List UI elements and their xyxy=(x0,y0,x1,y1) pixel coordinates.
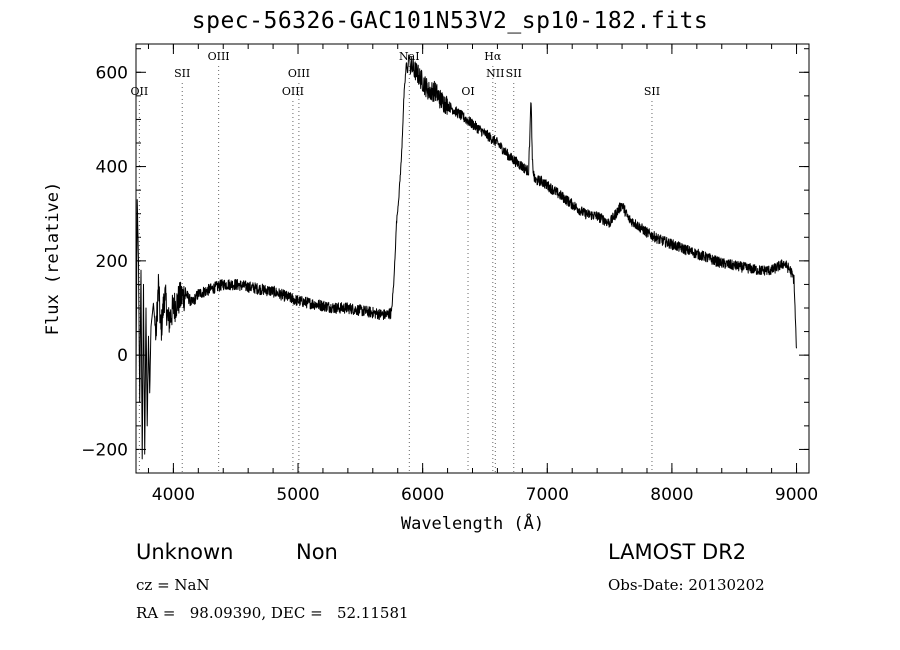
spectral-line-label: SII xyxy=(174,67,190,80)
spectral-line-label: NII xyxy=(486,67,504,80)
y-tick-label: 200 xyxy=(96,252,128,272)
y-tick-label: −200 xyxy=(81,440,128,460)
x-axis-title: Wavelength (Å) xyxy=(401,512,544,534)
y-tick-label: 400 xyxy=(96,158,128,178)
x-tick-label: 8000 xyxy=(650,485,693,505)
spectral-line-label: OIII xyxy=(288,67,310,80)
spectral-line-label: Hα xyxy=(484,50,502,63)
x-tick-label: 5000 xyxy=(276,485,319,505)
spectral-line-label: OIII xyxy=(208,50,230,63)
spectral-line-label: OI xyxy=(461,85,474,98)
survey-name: LAMOST DR2 xyxy=(608,540,747,564)
y-tick-label: 600 xyxy=(96,63,128,83)
y-axis-title: Flux (relative) xyxy=(43,182,63,336)
spectral-line-label: OII xyxy=(131,85,149,98)
spectral-line-label: OIII xyxy=(282,85,304,98)
x-tick-label: 9000 xyxy=(775,485,818,505)
spectrum-group xyxy=(136,54,797,460)
spectral-class: Unknown xyxy=(136,540,234,564)
spectral-line-label: SII xyxy=(506,67,522,80)
x-tick-label: 7000 xyxy=(526,485,569,505)
observation-date: Obs-Date: 20130202 xyxy=(608,576,765,594)
spectral-line-label: SII xyxy=(644,85,660,98)
coordinates-label: RA = 98.09390, DEC = 52.11581 xyxy=(136,604,409,622)
redshift-label: cz = NaN xyxy=(136,576,210,594)
spectrum-line xyxy=(136,54,797,460)
chart-title: spec-56326-GAC101N53V2_sp10-182.fits xyxy=(191,8,709,34)
y-tick-label: 0 xyxy=(117,346,128,366)
spectral-subclass: Non xyxy=(296,540,338,564)
x-tick-label: 4000 xyxy=(152,485,195,505)
x-tick-label: 6000 xyxy=(401,485,444,505)
